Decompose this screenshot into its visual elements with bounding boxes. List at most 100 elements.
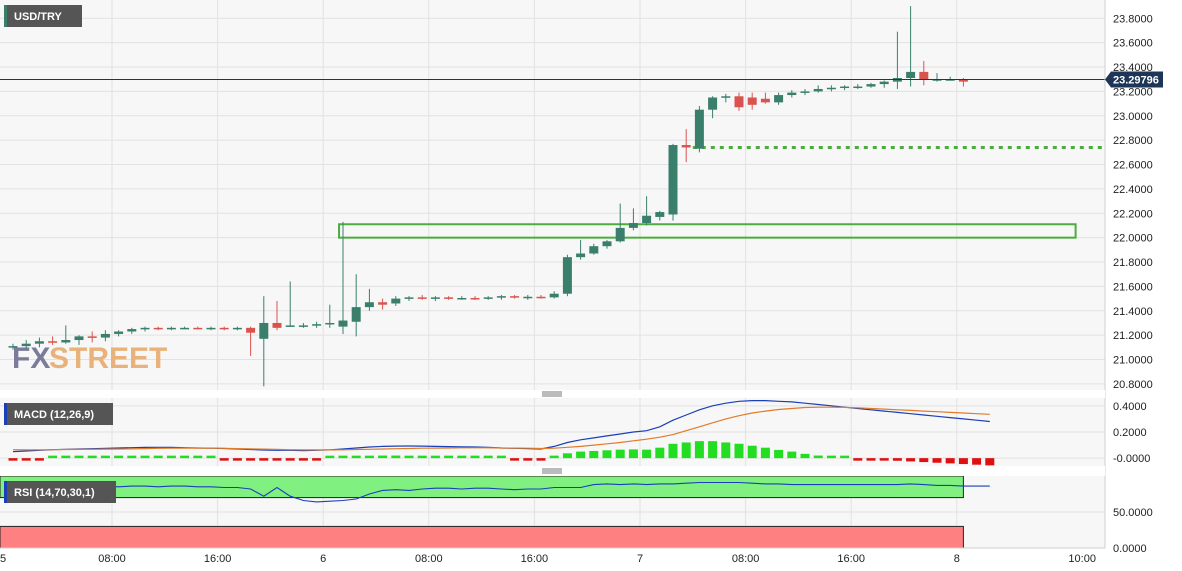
current-price-value: 23.29796: [1113, 74, 1159, 86]
candle-body: [932, 79, 942, 81]
candle-body: [166, 327, 176, 330]
axes: 5 08:00 16:00 6 08:00 16:00 7 08:00 16:00 8 10:00 2…: [0, 0, 1153, 565]
price-y-tick-label: 23.8000: [1113, 13, 1153, 25]
macd-histogram-bar: [153, 455, 163, 459]
macd-histogram-bar: [906, 458, 916, 462]
watermark-street: STREET: [49, 342, 167, 375]
candle-body: [193, 327, 203, 330]
price-title: USD/TRY: [14, 11, 63, 23]
macd-histogram-bar: [668, 443, 678, 459]
candle-body: [8, 346, 18, 348]
macd-histogram-bar: [48, 455, 58, 459]
macd-histogram-bar: [391, 455, 401, 459]
macd-histogram-bar: [87, 455, 97, 459]
candle-body: [338, 320, 348, 327]
candle-body: [615, 227, 625, 242]
candle-body: [61, 340, 71, 343]
macd-histogram-bar: [708, 441, 718, 459]
macd-histogram-bar: [602, 450, 612, 459]
x-tick-label: 08:00: [98, 553, 126, 565]
x-tick-label: 8: [954, 553, 960, 565]
candle-body: [694, 109, 704, 149]
macd-histogram-bar: [840, 455, 850, 459]
macd-histogram-bar: [21, 458, 31, 461]
macd-histogram-bar: [642, 449, 652, 459]
macd-histogram-bar: [246, 458, 256, 461]
macd-histogram-bar: [747, 445, 757, 459]
macd-histogram-bar: [180, 455, 190, 459]
macd-histogram-bar: [958, 458, 968, 465]
candle-body: [483, 297, 493, 299]
macd-histogram-bar: [61, 455, 71, 459]
candle-body: [378, 302, 388, 305]
candle-body: [866, 84, 876, 87]
candle-body: [404, 297, 414, 299]
candle-body: [945, 79, 955, 81]
price-y-tick-label: 22.2000: [1113, 208, 1153, 220]
candle-body: [655, 212, 665, 217]
candle-body: [589, 246, 599, 254]
candle-body: [628, 223, 638, 228]
support-zone-box: [338, 223, 1077, 239]
macd-histogram-bar: [193, 455, 203, 459]
candle-body: [760, 98, 770, 103]
candle-body: [153, 327, 163, 330]
candle-body: [721, 96, 731, 98]
macd-resize-handle[interactable]: [0, 390, 1105, 398]
macd-histogram-bar: [232, 458, 242, 461]
macd-histogram-bar: [298, 458, 308, 461]
candle-body: [470, 297, 480, 300]
macd-histogram-bar: [470, 455, 480, 459]
price-y-tick-label: 22.4000: [1113, 184, 1153, 196]
macd-histogram-bar: [655, 447, 665, 459]
macd-y-tick-label: 0.2000: [1113, 427, 1147, 439]
macd-histogram-bar: [510, 458, 520, 461]
macd-histogram-bar: [853, 458, 863, 461]
macd-histogram-bar: [774, 449, 784, 459]
macd-histogram-bar: [140, 455, 150, 459]
price-y-tick-label: 21.0000: [1113, 355, 1153, 367]
candle-body: [285, 325, 295, 327]
macd-histogram-bar: [457, 455, 467, 459]
macd-histogram-bar: [813, 455, 823, 459]
candle-body: [325, 322, 335, 325]
candle-body: [879, 81, 889, 85]
watermark-fx: FX: [12, 342, 50, 375]
macd-histogram-bar: [945, 458, 955, 464]
x-tick-label: 16:00: [204, 553, 232, 565]
candle-body: [496, 296, 506, 298]
candle-body: [430, 297, 440, 299]
macd-histogram-bar: [483, 455, 493, 459]
rsi-title: RSI (14,70,30,1): [14, 487, 95, 499]
macd-histogram-bar: [404, 455, 414, 459]
candle-body: [127, 329, 137, 332]
x-tick-label: 08:00: [732, 553, 760, 565]
price-y-tick-label: 23.6000: [1113, 38, 1153, 50]
candle-body: [87, 336, 97, 338]
macd-histogram-bar: [562, 453, 572, 459]
rsi-marks: [0, 475, 990, 549]
candle-body: [140, 327, 150, 330]
macd-title-tag: MACD (12,26,9): [4, 403, 113, 425]
candle-body: [417, 297, 427, 299]
candle-body: [681, 145, 691, 148]
x-tick-label: 7: [637, 553, 643, 565]
macd-histogram-bar: [312, 458, 322, 461]
candle-body: [259, 322, 269, 339]
macd-histogram-bar: [681, 442, 691, 459]
macd-histogram-bar: [576, 451, 586, 459]
candle-body: [391, 298, 401, 304]
macd-y-tick-label: 0.4000: [1113, 401, 1147, 413]
macd-histogram-bar: [34, 458, 44, 461]
price-y-tick-label: 23.2000: [1113, 86, 1153, 98]
rsi-resize-handle[interactable]: [0, 466, 1105, 476]
macd-histogram-bar: [734, 443, 744, 459]
macd-histogram-bar: [523, 458, 533, 461]
candle-body: [457, 297, 467, 300]
macd-histogram-bar: [351, 455, 361, 459]
macd-histogram-bar: [259, 458, 269, 461]
candle-body: [958, 79, 968, 82]
macd-signal-line: [12, 406, 990, 451]
macd-histogram-bar: [325, 455, 335, 459]
macd-histogram-bar: [866, 458, 876, 461]
